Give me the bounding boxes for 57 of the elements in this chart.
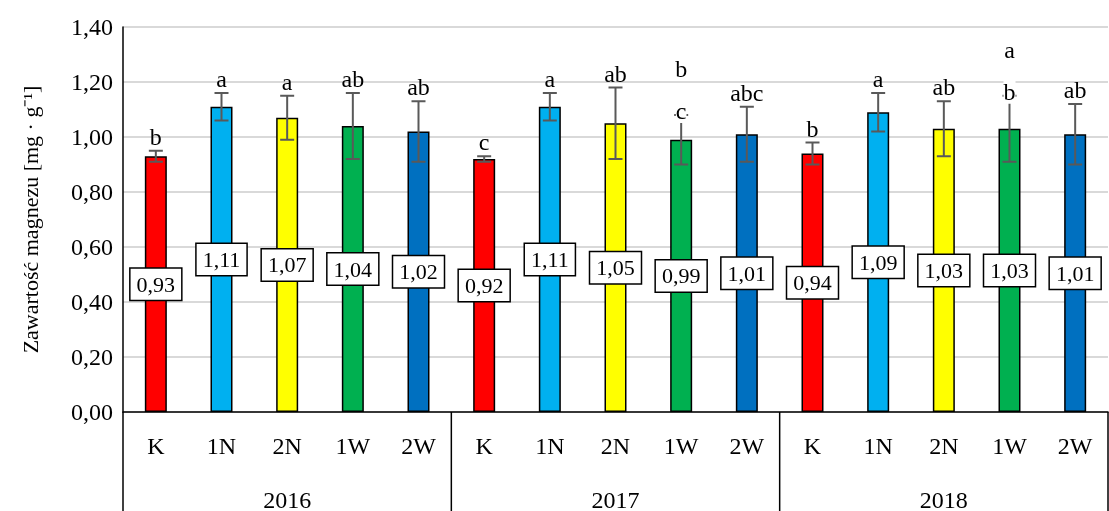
x-tick-label: 2N [929,433,959,459]
data-label: 1,11 [202,246,241,272]
annotation: a [544,66,556,92]
text: 2018 [919,487,968,511]
y-tick-label: 0,60 [71,234,113,260]
x-tick-label: 2W [1057,433,1093,459]
y-tick-label: 0,20 [71,344,113,370]
y-tick-label: 0,80 [71,179,113,205]
data-label: 1,01 [727,260,767,286]
annotation: a [281,68,293,95]
x-tick-label: K [475,433,494,459]
annotation: a [216,66,228,92]
x-tick-label: 2N [600,433,631,459]
annotation: ab [1063,77,1087,103]
x-tick-label: K [803,433,822,459]
data-label: 1,07 [267,252,307,278]
text: 2016 [263,487,312,511]
data-label: 1,04 [333,256,373,282]
data-label: 0,94 [793,270,832,296]
annotation: c [478,129,490,156]
annotation: ab [932,74,956,101]
x-tick-label: 1N [535,433,565,459]
y-tick-label: 0,40 [71,289,113,315]
annotation: ab [341,66,365,92]
y-tick-label: 1,20 [71,69,113,95]
y-tick-label: 0,00 [71,399,113,425]
data-label: 1,03 [990,257,1029,283]
x-tick-label: 1N [863,433,893,459]
x-tick-label: 2N [272,433,302,459]
x-tick-label: 1W [992,433,1028,459]
data-label: 1,02 [399,259,438,285]
y-tick-label: 1,00 [71,124,113,150]
data-label: 1,03 [924,257,964,283]
annotation: a [872,66,884,92]
data-label: 1,09 [858,249,898,275]
data-label: 0,92 [464,273,504,298]
x-tick-label: 2W [401,433,437,459]
annotation: a b [1003,36,1016,105]
data-label: 0,99 [661,263,701,289]
data-label: 1,05 [596,255,635,281]
annotation: b [806,115,819,142]
x-tick-label: 2W [729,433,765,459]
y-tick-label: 1,40 [71,14,113,40]
data-label: 1,11 [530,246,569,272]
data-label: 1,01 [1055,260,1095,286]
x-tick-label: K [147,433,166,459]
annotation: ab [407,74,430,101]
text: 2017 [591,487,640,511]
data-label: 0,93 [136,271,176,297]
x-tick-label: 1N [206,433,237,459]
annotation: b c [675,56,688,124]
x-tick-label: 1W [663,433,699,459]
y-axis-title: Zawartość magnezu [mg · g⁻¹] [17,85,43,354]
x-tick-label: 1W [335,433,371,459]
annotation: ab [604,60,627,87]
annotation: abc [730,79,764,106]
annotation: b [149,123,162,150]
